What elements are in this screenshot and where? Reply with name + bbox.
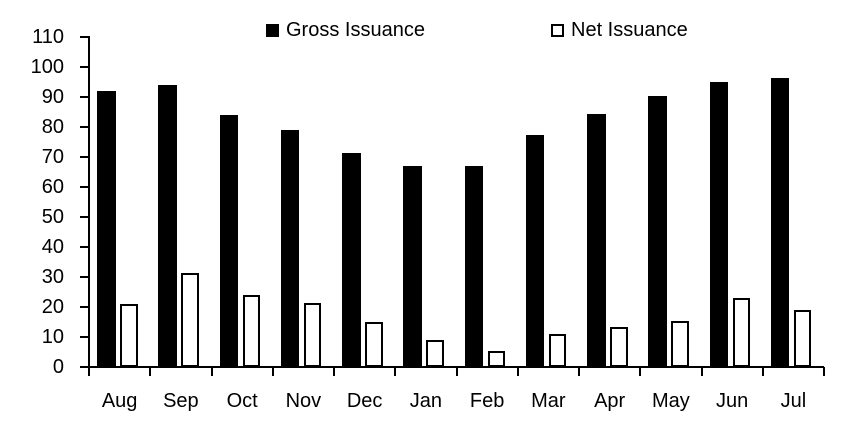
bar-gross-issuance	[403, 166, 422, 367]
x-axis-tick	[271, 367, 274, 376]
x-category-label: Jun	[716, 390, 749, 412]
y-axis-tick-label: 50	[41, 206, 64, 228]
y-axis-tick	[80, 96, 88, 98]
bar-net-issuance	[487, 350, 505, 367]
gross-issuance-swatch-icon	[266, 23, 279, 37]
bar-gross-issuance	[158, 85, 177, 367]
net-issuance-swatch-icon	[551, 23, 564, 37]
y-axis-tick	[80, 276, 88, 278]
x-category-label: Nov	[285, 390, 322, 412]
bar-gross-issuance	[587, 113, 606, 367]
x-category-label: Apr	[594, 390, 626, 412]
x-axis-tick	[149, 367, 152, 376]
bar-gross-issuance	[97, 91, 116, 367]
y-axis-tick	[80, 366, 88, 368]
legend-label-gross-issuance: Gross Issuance	[286, 19, 425, 41]
x-category-label: May	[651, 390, 690, 412]
legend-item-gross-issuance: Gross Issuance	[266, 19, 425, 41]
x-category-label: Jul	[780, 390, 807, 412]
bar-net-issuance	[610, 326, 628, 367]
y-axis-tick	[80, 306, 88, 308]
y-axis-tick-label: 90	[41, 86, 64, 108]
x-category-label: Jan	[409, 390, 442, 412]
y-axis-tick	[80, 186, 88, 188]
x-axis-tick	[455, 367, 458, 376]
x-category-label: Dec	[346, 390, 383, 412]
x-axis-tick	[394, 367, 397, 376]
bar-gross-issuance	[648, 95, 667, 367]
y-axis-line	[88, 36, 90, 368]
x-axis-tick	[761, 367, 764, 376]
y-axis-tick-label: 20	[41, 296, 64, 318]
y-axis-tick	[80, 246, 88, 248]
y-axis-tick-label: 60	[41, 176, 64, 198]
y-axis-tick-label: 40	[41, 236, 64, 258]
bar-gross-issuance	[709, 82, 728, 367]
y-axis-tick-label: 30	[41, 266, 64, 288]
bar-gross-issuance	[464, 166, 483, 367]
y-axis-tick-label: 0	[52, 356, 64, 378]
y-axis-tick	[80, 216, 88, 218]
x-axis-tick	[823, 367, 825, 376]
bar-net-issuance	[303, 302, 322, 367]
y-axis-tick-label: 70	[41, 146, 64, 168]
x-category-label: Sep	[163, 390, 199, 412]
y-axis-tick-label: 110	[32, 26, 64, 48]
bar-net-issuance	[426, 340, 444, 367]
bar-net-issuance	[732, 298, 750, 367]
x-category-label: Aug	[101, 390, 138, 412]
x-category-label: Oct	[226, 390, 258, 412]
bar-gross-issuance	[219, 115, 238, 367]
y-axis-tick	[80, 336, 88, 338]
y-axis-tick	[80, 36, 88, 38]
bar-net-issuance	[120, 304, 138, 367]
y-axis-tick-label: 10	[41, 326, 64, 348]
x-axis-tick	[333, 367, 335, 376]
bar-gross-issuance	[280, 130, 300, 367]
x-axis-tick	[88, 367, 90, 376]
x-axis-tick	[578, 367, 580, 376]
x-category-label: Mar	[531, 390, 566, 412]
y-axis-tick-label: 80	[41, 116, 64, 138]
y-axis-tick	[80, 126, 88, 128]
x-axis-tick	[639, 367, 642, 376]
y-axis-tick	[80, 156, 88, 158]
bar-net-issuance	[548, 334, 567, 367]
bar-net-issuance	[793, 310, 812, 367]
x-category-label: Feb	[469, 390, 505, 412]
bar-net-issuance	[671, 320, 689, 367]
bar-net-issuance	[242, 295, 260, 367]
bar-gross-issuance	[342, 152, 361, 367]
bar-gross-issuance	[525, 134, 545, 367]
y-axis-tick	[80, 66, 88, 68]
x-axis-tick	[210, 367, 213, 376]
bar-gross-issuance	[770, 77, 790, 367]
bar-net-issuance	[365, 322, 383, 367]
x-axis-tick	[700, 367, 703, 376]
legend-item-net-issuance: Net Issuance	[551, 19, 688, 41]
x-axis-tick	[516, 367, 519, 376]
legend-label-net-issuance: Net Issuance	[571, 19, 688, 41]
bar-net-issuance	[181, 272, 199, 367]
y-axis-tick-label: 100	[30, 56, 64, 78]
